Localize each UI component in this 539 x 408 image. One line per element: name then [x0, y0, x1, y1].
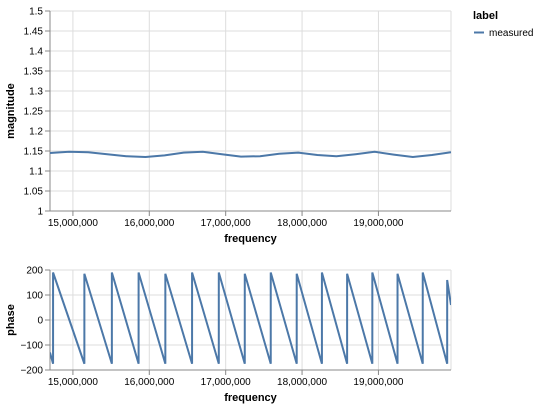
x-tick-label: 16,000,000 — [124, 218, 174, 229]
x-axis-title: frequency — [224, 233, 277, 245]
y-tick-label: 1.5 — [29, 7, 43, 18]
y-tick-label: 1.15 — [24, 147, 44, 158]
x-tick-label: 18,000,000 — [277, 377, 327, 388]
y-tick-label: 1.05 — [24, 187, 44, 198]
y-tick-label: −100 — [20, 341, 43, 352]
x-tick-label: 17,000,000 — [201, 218, 251, 229]
magnitude-panel: 15,000,000 16,000,000 17,000,000 18,000,000… — [5, 7, 452, 245]
y-tick-label: 1.1 — [29, 167, 43, 178]
y-tick-label: 1.3 — [29, 87, 43, 98]
series-line-measured — [50, 272, 451, 365]
y-tick-label: 0 — [37, 316, 43, 327]
y-tick-label: 1.4 — [29, 47, 43, 58]
x-tick-label: 19,000,000 — [353, 377, 403, 388]
x-axis-title: frequency — [224, 392, 277, 404]
y-tick-label: 1.2 — [29, 127, 43, 138]
x-tick-label: 15,000,000 — [48, 218, 98, 229]
y-tick-label: 1.35 — [24, 67, 44, 78]
y-tick-label: 1 — [37, 207, 43, 218]
y-axis-title: phase — [5, 304, 17, 336]
x-tick-label: 18,000,000 — [277, 218, 327, 229]
x-tick-label: 15,000,000 — [48, 377, 98, 388]
series-line-measured — [50, 150, 451, 159]
y-tick-label: −200 — [20, 366, 43, 377]
y-tick-label: 1.25 — [24, 107, 44, 118]
legend-title: label — [473, 10, 498, 22]
y-tick-label: 200 — [26, 266, 43, 277]
y-tick-label: 1.45 — [24, 27, 44, 38]
legend: label measured — [473, 10, 533, 39]
legend-label: measured — [489, 28, 533, 39]
x-tick-label: 19,000,000 — [353, 218, 403, 229]
y-axis-title: magnitude — [5, 83, 17, 139]
x-tick-label: 16,000,000 — [124, 377, 174, 388]
phase-panel: 15,000,000 16,000,000 17,000,000 18,000,000… — [5, 266, 452, 404]
y-tick-label: 100 — [26, 291, 43, 302]
x-tick-label: 17,000,000 — [201, 377, 251, 388]
